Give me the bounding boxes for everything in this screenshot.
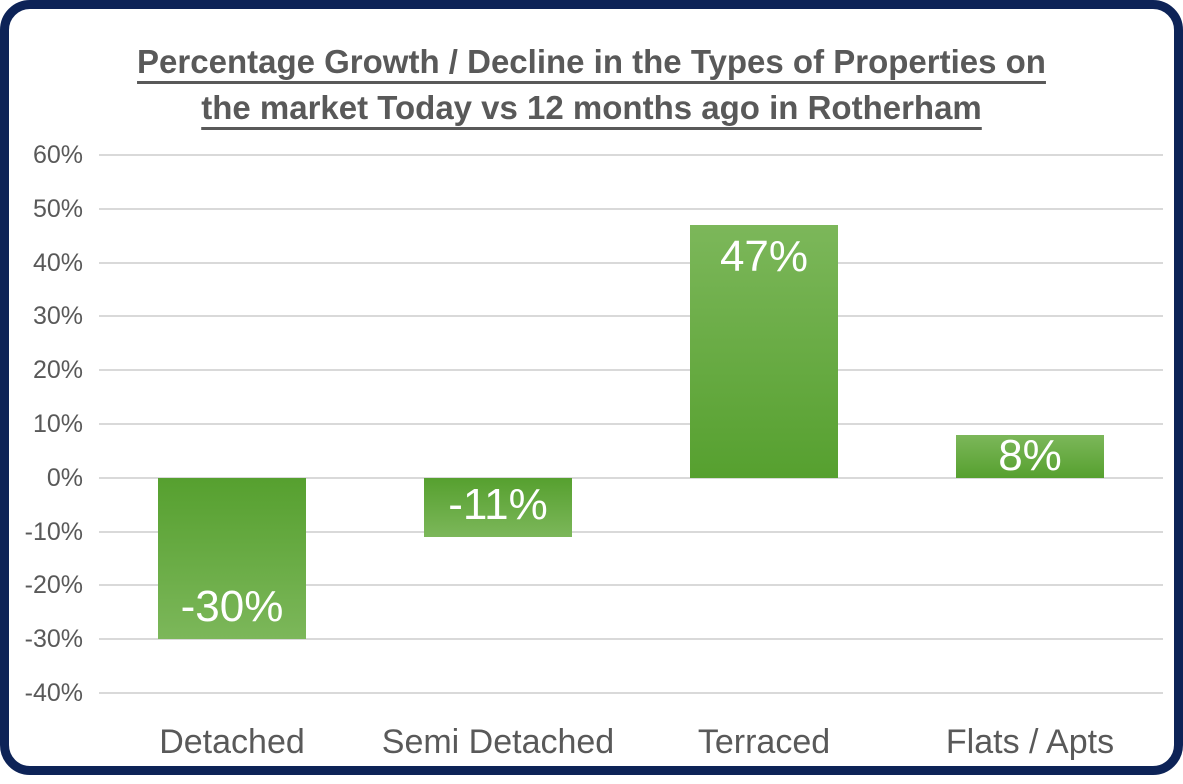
y-axis-tick-label: -30%: [24, 625, 83, 654]
gridline-20%: [99, 369, 1163, 372]
gridline-60%: [99, 154, 1163, 156]
y-axis-tick-label: 40%: [32, 248, 83, 277]
category-label-detached: Detached: [159, 723, 305, 761]
category-label-terraced: Terraced: [697, 723, 831, 761]
y-axis-tick-label: -40%: [24, 679, 83, 707]
category-label-semi-detached: Semi Detached: [381, 723, 615, 761]
chart-title-line-1: Percentage Growth / Decline in the Types…: [137, 43, 1046, 80]
gridline--40%: [99, 692, 1163, 694]
y-axis-tick-label: -20%: [24, 571, 83, 600]
data-label-terraced: 47%: [719, 231, 809, 281]
y-axis-tick-label: 60%: [32, 141, 83, 169]
y-axis-tick-label: 50%: [32, 194, 83, 223]
chart-title: Percentage Growth / Decline in the Types…: [9, 39, 1174, 131]
gridline-0%: [99, 476, 1163, 479]
y-axis-tick-label: 0%: [46, 463, 83, 492]
y-axis-tick-label: 20%: [32, 356, 83, 385]
gridline-10%: [99, 423, 1163, 425]
bar-terraced: [690, 224, 838, 478]
data-label-detached: -30%: [180, 582, 284, 632]
y-axis-tick-label: 30%: [32, 302, 83, 331]
y-axis-tick-label: 10%: [32, 410, 83, 438]
gridline-30%: [99, 315, 1163, 318]
bar-detached: [158, 477, 306, 640]
gridline--10%: [99, 530, 1163, 533]
gridline--30%: [99, 638, 1163, 641]
gridline--20%: [99, 584, 1163, 587]
bar-chart-plot: 60% 50% 40% 30% 20% 10% 0% -10% -20% -30% -40% -30%…: [9, 9, 1183, 784]
data-label-flats-apts: 8%: [998, 431, 1062, 481]
bar-semi-detached: [424, 477, 572, 537]
category-label-flats-apts: Flats / Apts: [945, 723, 1115, 761]
gridline-40%: [99, 261, 1163, 264]
data-label-semi-detached: -11%: [448, 479, 548, 529]
gridline-50%: [99, 207, 1163, 210]
y-axis-tick-label: -10%: [24, 517, 83, 546]
bar-flats-apts: [956, 434, 1104, 478]
chart-title-line-2: the market Today vs 12 months ago in Rot…: [201, 89, 982, 126]
